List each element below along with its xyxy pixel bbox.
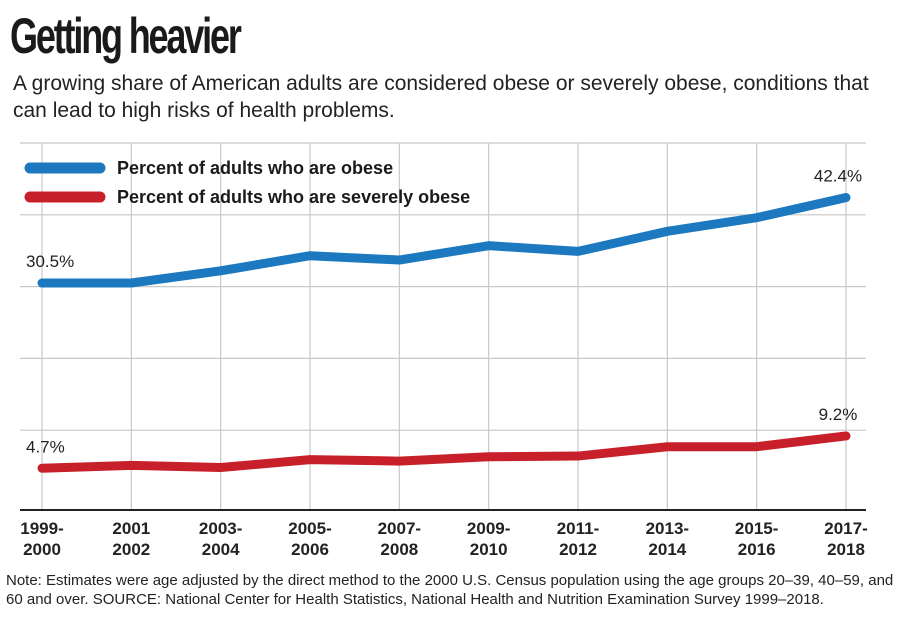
x-tick-label: 2012 bbox=[559, 540, 597, 559]
source-note: Note: Estimates were age adjusted by the… bbox=[6, 572, 894, 608]
data-label: 9.2% bbox=[819, 405, 858, 424]
data-label: 30.5% bbox=[26, 252, 74, 271]
x-tick-label: 2000 bbox=[23, 540, 61, 559]
legend-label: Percent of adults who are severely obese bbox=[117, 187, 470, 207]
legend-label: Percent of adults who are obese bbox=[117, 158, 393, 178]
chart-title: Getting heavier bbox=[10, 8, 242, 64]
x-tick-label: 2010 bbox=[470, 540, 508, 559]
data-label: 4.7% bbox=[26, 437, 65, 456]
x-tick-label: 2016 bbox=[738, 540, 776, 559]
line-chart: 1999- 2000 2001 2002 2003- 2004 2005- 2006 2007-… bbox=[0, 140, 900, 560]
chart-svg: 1999- 2000 2001 2002 2003- 2004 2005- 2006 2007-… bbox=[20, 142, 868, 559]
x-tick-label: 2001 bbox=[112, 519, 150, 538]
x-tick-label: 2003- bbox=[199, 519, 242, 538]
x-tick-label: 2005- bbox=[288, 519, 331, 538]
x-tick-label: 2009- bbox=[467, 519, 510, 538]
x-tick-label: 1999- bbox=[20, 519, 63, 538]
series-line-severely-obese bbox=[37, 431, 851, 473]
series-line-obese bbox=[37, 193, 851, 288]
x-tick-label: 2008 bbox=[380, 540, 418, 559]
x-tick-label: 2014 bbox=[648, 540, 686, 559]
x-tick-label: 2002 bbox=[112, 540, 150, 559]
x-tick-label: 2018 bbox=[827, 540, 865, 559]
data-label: 42.4% bbox=[814, 167, 862, 186]
x-tick-label: 2015- bbox=[735, 519, 778, 538]
x-tick-label: 2007- bbox=[378, 519, 421, 538]
chart-subtitle: A growing share of American adults are c… bbox=[13, 72, 869, 122]
x-tick-label: 2004 bbox=[202, 540, 240, 559]
x-tick-label: 2006 bbox=[291, 540, 329, 559]
x-tick-label: 2013- bbox=[646, 519, 689, 538]
x-tick-label: 2017- bbox=[824, 519, 867, 538]
x-tick-label: 2011- bbox=[557, 519, 600, 538]
